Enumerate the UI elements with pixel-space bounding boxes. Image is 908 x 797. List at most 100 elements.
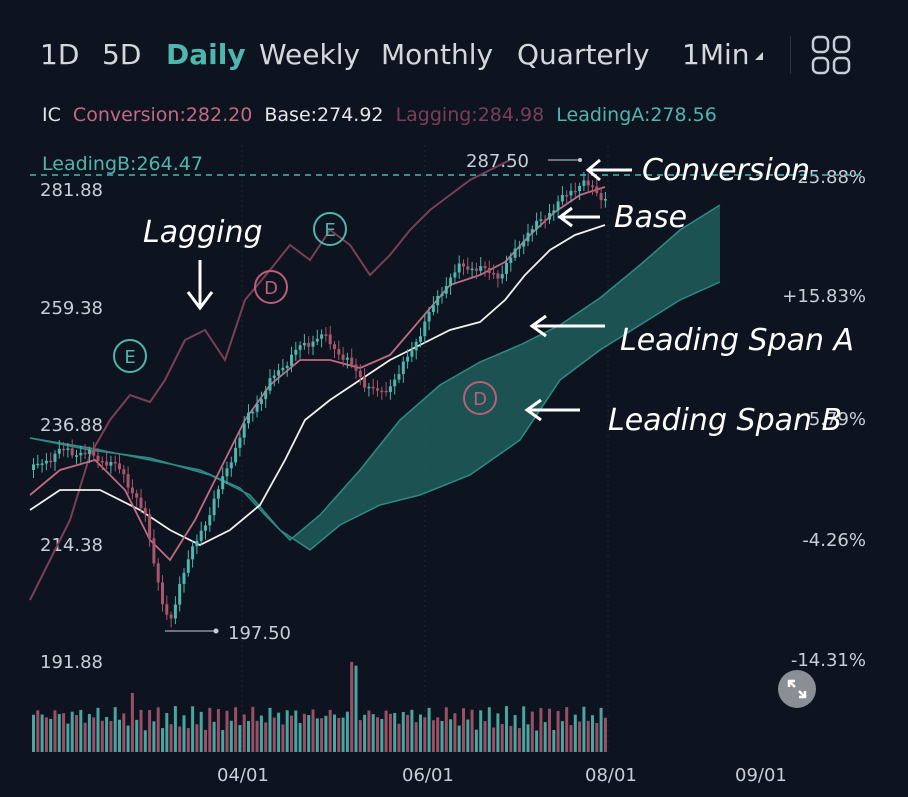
volume-bar (307, 715, 311, 752)
y-tick-label: 281.88 (40, 180, 103, 201)
candle-body (560, 195, 564, 202)
candle-body (517, 246, 521, 249)
y-tick-label: 259.38 (40, 298, 103, 319)
candle-body (92, 450, 96, 456)
volume-bar (49, 718, 53, 752)
volume-bar (367, 710, 371, 752)
indicator-name: IC (42, 104, 61, 126)
volume-bar (371, 714, 375, 752)
volume-bar (397, 723, 401, 752)
candle-body (57, 448, 61, 454)
high-label: 287.50 (466, 151, 529, 172)
volume-bar (530, 711, 534, 752)
volume-bar (66, 723, 70, 752)
tab-1d[interactable]: 1D (40, 38, 80, 71)
conversion-line (29, 186, 606, 562)
volume-bar (535, 730, 539, 752)
candle-body (569, 190, 573, 196)
dividend-marker[interactable]: D (463, 381, 497, 415)
volume-bar (354, 665, 358, 752)
candle-body (509, 257, 513, 263)
candle-body (556, 201, 560, 211)
volume-bar (152, 721, 156, 752)
tab-5d[interactable]: 5D (102, 38, 142, 71)
svg-text:Conversion: Conversion (642, 153, 810, 188)
volume-bar (62, 713, 66, 752)
svg-text:D: D (264, 278, 278, 299)
earnings-marker[interactable]: E (313, 212, 347, 246)
volume-bar (169, 724, 173, 752)
volume-bar (440, 720, 444, 752)
svg-text:D: D (473, 389, 487, 410)
volume-bar (595, 722, 599, 752)
volume-bar (290, 715, 293, 752)
candle-body (264, 390, 268, 400)
candle-body (449, 277, 453, 287)
annotation-lagging: Lagging (143, 215, 263, 311)
candle-body (251, 411, 255, 414)
tab-quarterly[interactable]: Quarterly (517, 38, 650, 71)
candle-body (216, 489, 220, 499)
volume-bar (272, 717, 276, 752)
volume-bar (173, 706, 177, 752)
tab-1min[interactable]: 1Min (682, 38, 750, 71)
tab-monthly[interactable]: Monthly (381, 38, 494, 71)
volume-bar (199, 711, 203, 752)
candle-body (195, 540, 199, 547)
grid-4-icon[interactable] (810, 34, 852, 76)
candle-body (109, 461, 113, 466)
volume-bar (517, 728, 521, 752)
candle-body (582, 180, 586, 186)
candle-body (388, 386, 392, 393)
candle-body (83, 452, 87, 455)
volume-bar (358, 720, 362, 752)
volume-bar (388, 713, 392, 752)
x-tick-label: 08/01 (585, 765, 637, 786)
annotation-leading-span-b: Leading Span B (524, 398, 842, 438)
candle-body (530, 229, 534, 233)
tab-daily[interactable]: Daily (166, 38, 246, 71)
expand-chart-button[interactable] (778, 670, 816, 708)
candle-body (212, 498, 216, 516)
timeframe-toolbar: 1D 5D Daily Weekly Monthly Quarterly 1Mi… (0, 30, 908, 82)
candle-body (552, 210, 556, 213)
volume-bar (57, 714, 61, 752)
volume-bar (333, 714, 336, 752)
volume-bar (113, 707, 117, 752)
dividend-marker[interactable]: D (254, 270, 288, 304)
candle-body (453, 272, 457, 278)
candle-body (423, 321, 427, 337)
volume-bar (410, 709, 414, 752)
candle-body (62, 448, 66, 451)
svg-text:Base: Base (614, 200, 687, 235)
volume-bar (414, 722, 418, 752)
candle-body (397, 374, 401, 380)
candle-body (337, 349, 341, 355)
candle-body (479, 266, 483, 271)
candle-body (328, 334, 332, 345)
earnings-marker[interactable]: E (113, 339, 147, 373)
candle-body (156, 563, 160, 583)
candle-body (376, 388, 379, 391)
tab-weekly[interactable]: Weekly (259, 38, 361, 71)
volume-bar (363, 714, 367, 752)
candle-body (70, 448, 74, 456)
lagging-line (29, 159, 511, 601)
x-tick-label: 09/01 (735, 765, 787, 786)
expand-icon (787, 679, 807, 699)
volume-bar (431, 720, 435, 752)
candle-body (238, 437, 242, 448)
volume-bar (268, 707, 272, 752)
volume-bar (496, 713, 500, 752)
volume-bar (457, 725, 461, 752)
volume-bar (32, 714, 35, 752)
candle-body (272, 375, 276, 379)
candle-body (165, 604, 169, 615)
lagging-value: Lagging:284.98 (395, 104, 545, 126)
candle-body (75, 455, 78, 457)
volume-bar (225, 710, 229, 752)
candle-body (66, 448, 70, 450)
volume-bar (238, 725, 242, 752)
volume-bar (436, 717, 440, 752)
